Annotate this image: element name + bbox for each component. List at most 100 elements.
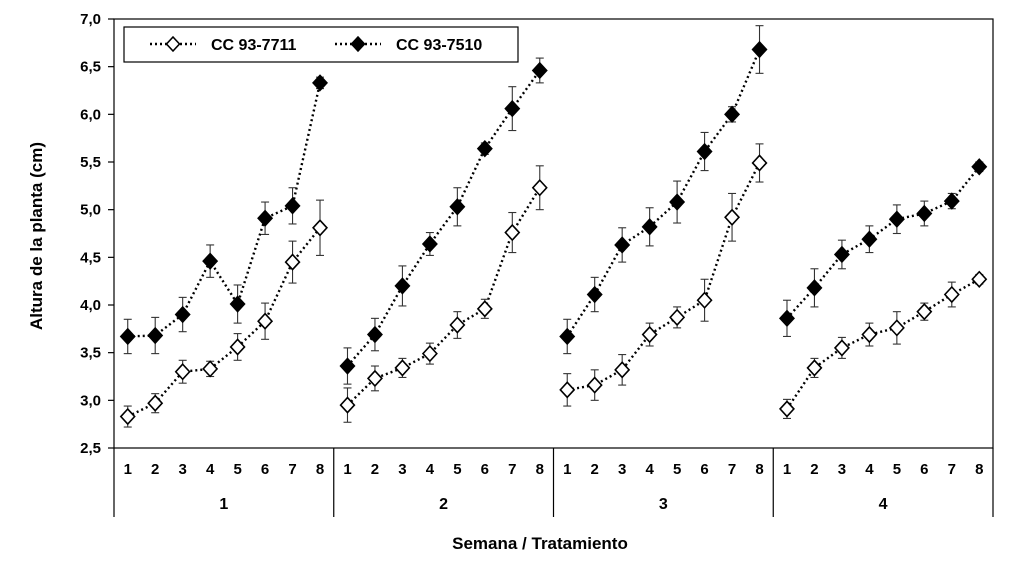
data-point bbox=[147, 394, 164, 412]
legend-label: CC 93-7510 bbox=[396, 37, 482, 54]
data-point bbox=[669, 193, 686, 211]
x-tick-label: 8 bbox=[755, 461, 763, 478]
data-point bbox=[174, 363, 191, 381]
x-tick-label: 1 bbox=[124, 461, 132, 478]
x-tick-label: 7 bbox=[728, 461, 736, 478]
data-point bbox=[394, 359, 411, 377]
x-tick-label: 8 bbox=[536, 461, 544, 478]
x-tick-label: 3 bbox=[618, 461, 626, 478]
y-tick-label: 2,5 bbox=[80, 440, 101, 457]
data-point bbox=[971, 270, 988, 288]
x-tick-label: 3 bbox=[398, 461, 406, 478]
data-point bbox=[284, 197, 301, 215]
data-point bbox=[916, 302, 933, 321]
data-point bbox=[586, 376, 603, 394]
x-tick-label: 5 bbox=[673, 461, 681, 478]
data-point bbox=[174, 305, 191, 324]
legend-marker bbox=[165, 35, 181, 53]
y-axis: 2,5 3,0 3,5 4,0 4,5 5,0 5,5 6,0 6,5 7,0 bbox=[80, 11, 114, 457]
series-cc-93-7510 bbox=[119, 25, 988, 385]
x-tick-label: 2 bbox=[810, 461, 818, 478]
data-point bbox=[806, 359, 823, 377]
data-point bbox=[751, 154, 768, 172]
x-tick-label: 6 bbox=[700, 461, 708, 478]
data-point bbox=[724, 208, 741, 226]
data-point bbox=[669, 308, 686, 327]
x-tick-label: 7 bbox=[508, 461, 516, 478]
legend-box bbox=[123, 26, 519, 63]
x-tick-label: 6 bbox=[481, 461, 489, 478]
data-point bbox=[696, 142, 713, 161]
x-tick-label: 4 bbox=[206, 461, 215, 478]
data-point bbox=[559, 381, 576, 399]
x-tick-label: 2 bbox=[151, 461, 159, 478]
plot-area bbox=[113, 18, 994, 449]
series-layer bbox=[119, 25, 988, 428]
y-tick-label: 7,0 bbox=[80, 11, 101, 28]
x-tick-label: 1 bbox=[783, 461, 791, 478]
x-tick-label: 5 bbox=[233, 461, 241, 478]
y-tick-label: 4,5 bbox=[80, 249, 101, 266]
legend-marker bbox=[350, 35, 366, 53]
x-tick-label: 3 bbox=[838, 461, 846, 478]
data-point bbox=[366, 369, 383, 388]
data-point bbox=[504, 99, 521, 118]
x-tick-label: 3 bbox=[179, 461, 187, 478]
data-point bbox=[751, 40, 768, 59]
x-tick-label: 8 bbox=[316, 461, 324, 478]
data-point bbox=[696, 291, 713, 309]
data-point bbox=[119, 407, 136, 426]
y-tick-label: 6,0 bbox=[80, 106, 101, 123]
data-point bbox=[476, 300, 493, 318]
legend-label: CC 93-7711 bbox=[211, 37, 296, 54]
data-point bbox=[971, 158, 988, 176]
x-tick-label: 2 bbox=[591, 461, 599, 478]
data-point bbox=[284, 253, 301, 271]
data-point bbox=[449, 198, 466, 216]
data-point bbox=[531, 61, 548, 80]
y-tick-label: 3,0 bbox=[80, 392, 101, 409]
x-tick-label: 6 bbox=[261, 461, 269, 478]
data-point bbox=[778, 400, 795, 418]
data-point bbox=[449, 316, 466, 334]
y-axis-title: Altura de la planta (cm) bbox=[27, 142, 46, 330]
data-point bbox=[257, 312, 274, 330]
data-point bbox=[586, 285, 603, 304]
x-tick-label: 6 bbox=[920, 461, 928, 478]
x-tick-label: 7 bbox=[948, 461, 956, 478]
data-point bbox=[504, 223, 521, 242]
data-point bbox=[202, 360, 219, 378]
data-point bbox=[888, 210, 905, 228]
data-point bbox=[614, 361, 631, 379]
data-point bbox=[888, 319, 905, 337]
data-point bbox=[614, 236, 631, 254]
series-line bbox=[567, 162, 761, 392]
data-point bbox=[916, 204, 933, 223]
data-point bbox=[339, 396, 356, 414]
group-label: 1 bbox=[219, 496, 228, 513]
data-point bbox=[559, 327, 576, 346]
data-point bbox=[641, 325, 658, 344]
y-tick-label: 5,5 bbox=[80, 154, 101, 171]
data-point bbox=[339, 357, 356, 375]
x-tick-label: 4 bbox=[645, 461, 654, 478]
y-tick-label: 6,5 bbox=[80, 59, 101, 76]
x-tick-label: 2 bbox=[371, 461, 379, 478]
data-point bbox=[312, 74, 329, 92]
data-point bbox=[421, 235, 438, 253]
data-point bbox=[641, 218, 658, 236]
x-tick-label: 5 bbox=[453, 461, 461, 478]
data-point bbox=[366, 325, 383, 344]
data-point bbox=[724, 105, 741, 124]
x-axis-title: Semana / Tratamiento bbox=[452, 534, 628, 553]
data-point bbox=[394, 277, 411, 295]
x-tick-label: 4 bbox=[865, 461, 874, 478]
series-cc-93-7711 bbox=[119, 143, 988, 428]
group-label: 2 bbox=[439, 496, 448, 513]
data-point bbox=[806, 279, 823, 297]
data-point bbox=[833, 245, 850, 264]
data-point bbox=[476, 139, 493, 158]
y-tick-label: 5,0 bbox=[80, 202, 101, 219]
data-point bbox=[861, 230, 878, 248]
